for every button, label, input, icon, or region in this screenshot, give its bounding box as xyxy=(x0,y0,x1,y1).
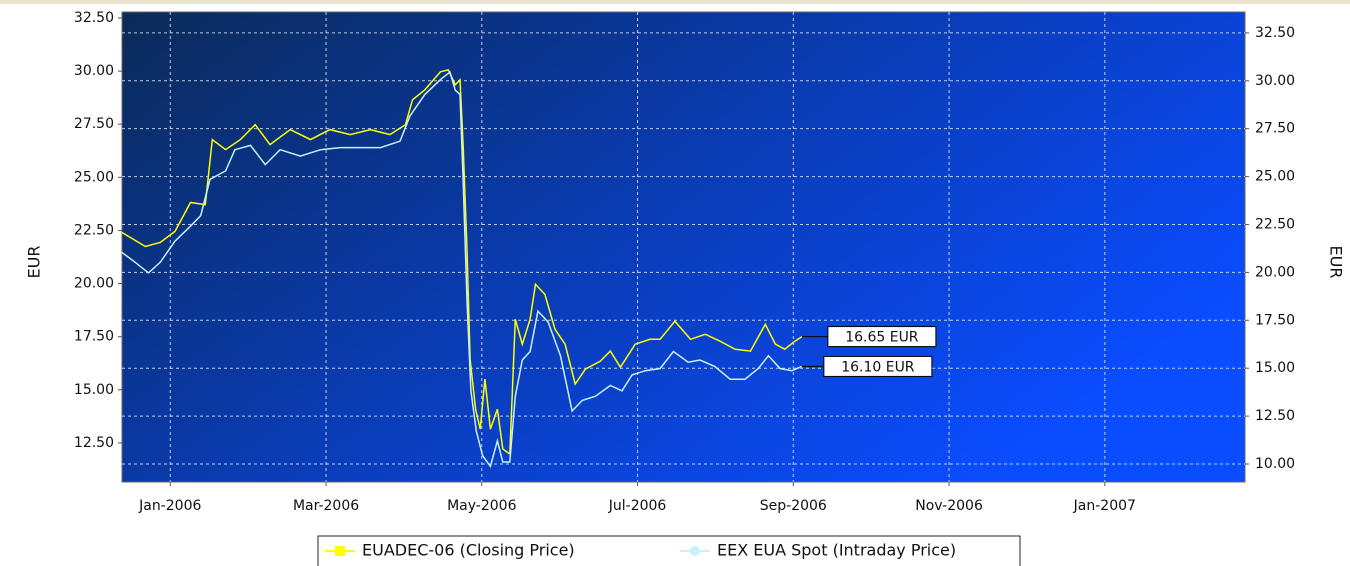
y2-tick-label: 12.50 xyxy=(1255,408,1295,424)
x-tick-label: May-2006 xyxy=(447,498,516,514)
top-strip xyxy=(0,0,1350,4)
legend xyxy=(317,535,1021,566)
y-tick-label: 27.50 xyxy=(74,116,114,132)
y-tick-label: 25.00 xyxy=(74,169,114,185)
y-tick-label: 20.00 xyxy=(74,276,114,292)
y2-tick-label: 20.00 xyxy=(1255,264,1295,280)
x-tick-label: Nov-2006 xyxy=(915,498,983,514)
series-line xyxy=(121,69,803,456)
y2-tick-label: 10.00 xyxy=(1255,456,1295,472)
y2-tick-label: 27.50 xyxy=(1255,121,1295,137)
series-line xyxy=(121,70,803,468)
y2-tick-label: 22.50 xyxy=(1255,216,1295,232)
legend-label: EUADEC-06 (Closing Price) xyxy=(362,541,575,560)
y2-tick-label: 15.00 xyxy=(1255,360,1295,376)
y-tick-label: 15.00 xyxy=(74,382,114,398)
x-tick-label: Sep-2006 xyxy=(760,498,827,514)
x-tick-label: Jul-2006 xyxy=(608,498,667,514)
legend-marker xyxy=(335,546,345,556)
y2-tick-label: 32.50 xyxy=(1255,25,1295,41)
y-tick-label: 17.50 xyxy=(74,329,114,345)
end-label: 16.10 EUR xyxy=(841,359,915,375)
legend-marker xyxy=(690,546,700,556)
plot-area xyxy=(121,11,1246,483)
x-tick-label: Mar-2006 xyxy=(293,498,359,514)
x-tick-label: Jan-2006 xyxy=(138,498,201,514)
label-box xyxy=(827,326,937,348)
y-axis-label: EUR xyxy=(25,246,44,279)
legend-label: EEX EUA Spot (Intraday Price) xyxy=(717,541,956,560)
y-tick-label: 32.50 xyxy=(74,10,114,26)
y2-axis-label: EUR xyxy=(1327,246,1346,279)
y-tick-label: 22.50 xyxy=(74,222,114,238)
label-box xyxy=(823,355,933,377)
y-tick-label: 30.00 xyxy=(74,63,114,79)
y2-tick-label: 25.00 xyxy=(1255,169,1295,185)
end-label: 16.65 EUR xyxy=(845,330,919,346)
x-tick-label: Jan-2007 xyxy=(1073,498,1136,514)
y2-tick-label: 30.00 xyxy=(1255,73,1295,89)
y2-tick-label: 17.50 xyxy=(1255,312,1295,328)
y-tick-label: 12.50 xyxy=(74,435,114,451)
